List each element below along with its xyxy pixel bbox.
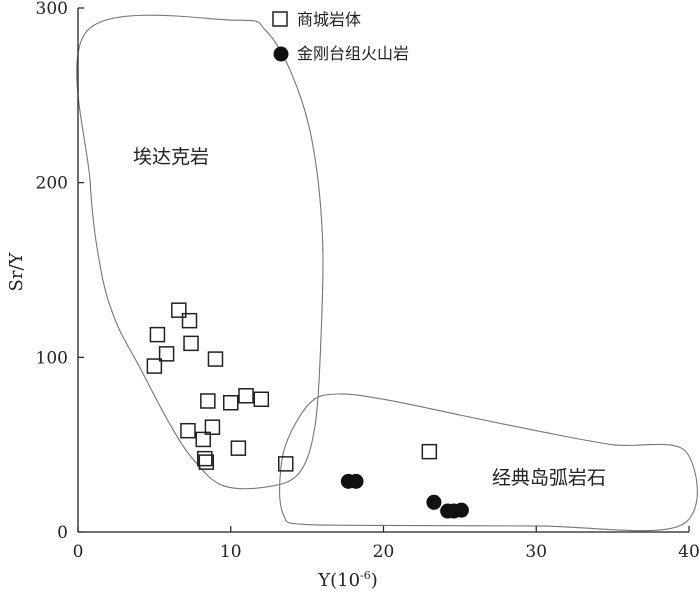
open-square-point [181, 312, 198, 329]
x-tick-label: 0 [73, 542, 84, 562]
open-square-point [183, 335, 199, 352]
open-square-point [277, 456, 294, 472]
open-square-point [207, 351, 224, 367]
filled-circle-point [453, 502, 469, 518]
legend: 商城岩体 金刚台组火山岩 [272, 10, 409, 63]
filled-circle-point [426, 494, 442, 510]
y-tick-label: 100 [36, 348, 68, 368]
adakite-field-label: 埃达克岩 [133, 146, 209, 168]
x-tick-label: 30 [525, 542, 547, 562]
filled-circle-point [348, 473, 364, 489]
y-axis-title: Sr/Y [6, 251, 27, 291]
legend-label-jingangtai: 金刚台组火山岩 [297, 44, 409, 63]
x-tick-label: 20 [373, 542, 395, 562]
open-square-point [146, 358, 163, 374]
legend-circle-marker [273, 46, 289, 62]
open-square-point [197, 450, 213, 467]
open-square-point [238, 388, 254, 404]
data-points [146, 302, 469, 519]
x-tick-label: 40 [678, 542, 700, 562]
x-axis-title-close: ) [371, 570, 378, 591]
legend-square-marker [272, 11, 288, 27]
y-tick-label: 300 [36, 0, 68, 19]
open-square-point [253, 391, 270, 408]
x-axis-title-main: Y(10 [317, 570, 360, 591]
x-axis-title: Y(10-6) [317, 569, 378, 591]
open-square-point [198, 454, 215, 470]
open-square-point [158, 346, 175, 362]
open-square-point [149, 326, 166, 343]
open-square-point [180, 422, 196, 439]
x-tick-label: 10 [220, 542, 242, 562]
open-square-point [204, 419, 221, 435]
open-square-point [223, 394, 239, 411]
adakite-field-boundary [76, 14, 324, 490]
y-tick-label: 0 [57, 523, 68, 543]
y-tick-label: 200 [36, 174, 68, 194]
x-axis-title-sup: -6 [360, 569, 371, 582]
open-square-point [230, 440, 247, 456]
field-boundaries [76, 14, 698, 532]
open-square-point [195, 431, 212, 448]
arc-field-boundary [279, 393, 698, 532]
legend-label-shangcheng: 商城岩体 [297, 10, 361, 29]
open-square-point [171, 302, 187, 318]
arc-field-label: 经典岛弧岩石 [492, 467, 606, 489]
open-square-point [421, 443, 438, 460]
axes: 0 10 20 30 40 0 100 200 300 [36, 0, 700, 562]
open-square-point [200, 393, 216, 409]
